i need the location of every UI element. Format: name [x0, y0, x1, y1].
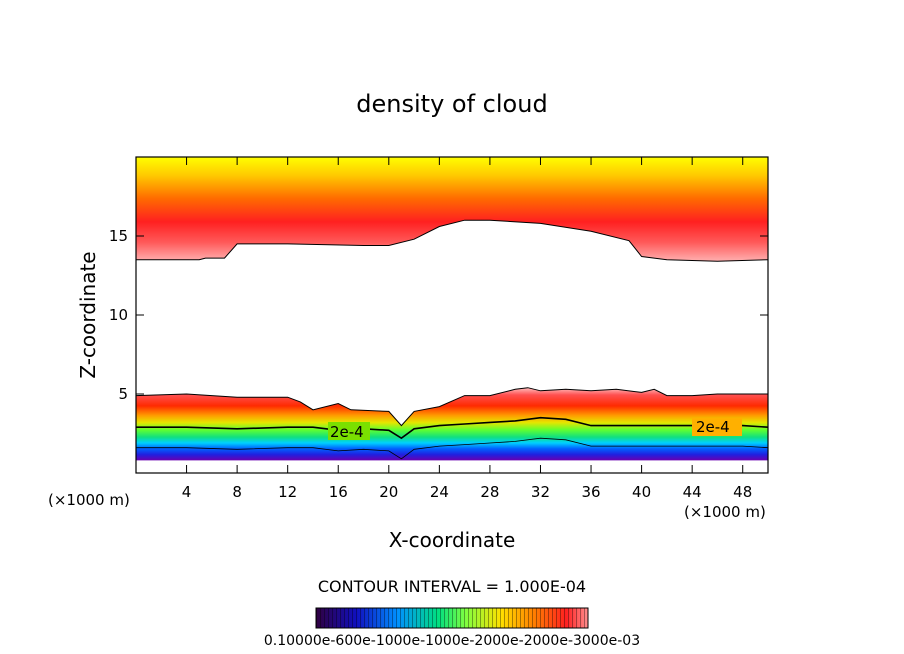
chart-title: density of cloud: [356, 90, 547, 118]
x-unit-label-right: (×1000 m): [684, 503, 766, 521]
x-tick-label: 4: [182, 483, 192, 501]
x-axis-ticks: 4 8 12 16 20 24 28 32 36 40 44 48: [182, 157, 752, 501]
x-tick-label: 12: [278, 483, 297, 501]
x-tick-label: 40: [632, 483, 651, 501]
contour-label-1: 2e-4: [330, 423, 364, 441]
x-tick-label: 36: [581, 483, 600, 501]
x-unit-label-left: (×1000 m): [48, 491, 130, 509]
x-tick-label: 24: [430, 483, 449, 501]
x-tick-label: 28: [480, 483, 499, 501]
y-tick-label: 5: [118, 385, 128, 403]
upper-cloud-base-contour: [136, 219, 768, 262]
y-tick-label: 15: [109, 227, 128, 245]
y-tick-label: 10: [109, 306, 128, 324]
y-axis-ticks: 5 10 15: [109, 227, 768, 403]
x-tick-label: 32: [531, 483, 550, 501]
colorbar-frame: [315, 607, 589, 629]
x-tick-label: 44: [683, 483, 702, 501]
x-axis-label: X-coordinate: [389, 528, 516, 552]
plot-area: 2e-4 2e-4: [136, 157, 768, 473]
contour-line-2e-4: [136, 416, 768, 440]
lower-cloud-top-contour: [136, 387, 768, 427]
colorbar-bands: [316, 608, 588, 628]
x-tick-label: 48: [733, 483, 752, 501]
y-axis-label: Z-coordinate: [76, 251, 100, 378]
lower-cloud-inner-contour: [136, 437, 768, 460]
colorbar-labels: 0.10000e-600e-1000e-1000e-2000e-2000e-30…: [264, 633, 640, 649]
upper-cloud-layer: [136, 157, 768, 262]
contour-label-bg-2: [692, 418, 742, 436]
x-tick-label: 16: [329, 483, 348, 501]
x-tick-label: 8: [232, 483, 242, 501]
contour-interval-text: CONTOUR INTERVAL = 1.000E-04: [318, 577, 586, 596]
contour-label-2: 2e-4: [696, 418, 730, 436]
contour-label-bg-1: [328, 422, 370, 440]
x-tick-label: 20: [379, 483, 398, 501]
